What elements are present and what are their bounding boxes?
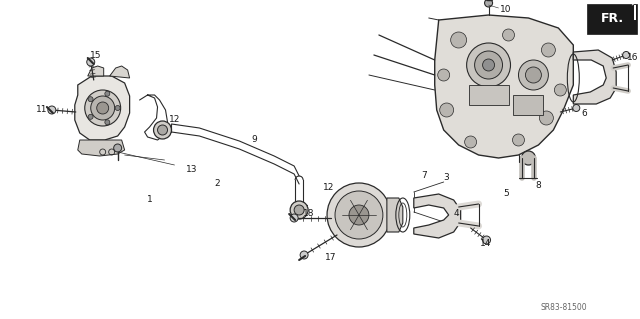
Circle shape <box>114 144 122 152</box>
Text: 13: 13 <box>186 166 197 174</box>
Circle shape <box>91 96 115 120</box>
Text: 10: 10 <box>500 5 511 14</box>
Polygon shape <box>513 95 543 115</box>
Circle shape <box>513 134 524 146</box>
Polygon shape <box>468 85 509 105</box>
Text: SR83-81500: SR83-81500 <box>540 303 587 313</box>
Circle shape <box>157 125 168 135</box>
Text: 3: 3 <box>443 174 449 182</box>
Polygon shape <box>78 140 125 156</box>
Circle shape <box>105 120 110 125</box>
Circle shape <box>290 214 298 222</box>
Circle shape <box>349 205 369 225</box>
Text: 1: 1 <box>147 196 152 204</box>
Circle shape <box>623 51 630 58</box>
Text: 16: 16 <box>627 54 639 63</box>
Circle shape <box>87 58 95 66</box>
Polygon shape <box>573 50 616 104</box>
Circle shape <box>554 84 566 96</box>
Circle shape <box>573 105 580 112</box>
Polygon shape <box>435 15 573 158</box>
Polygon shape <box>109 66 130 78</box>
Circle shape <box>484 0 493 7</box>
Circle shape <box>327 183 391 247</box>
Text: 7: 7 <box>421 170 427 180</box>
Circle shape <box>518 60 548 90</box>
Text: 8: 8 <box>536 181 541 189</box>
Circle shape <box>88 114 93 119</box>
Polygon shape <box>414 194 461 238</box>
Text: 4: 4 <box>454 209 460 218</box>
Circle shape <box>88 97 93 102</box>
Circle shape <box>300 251 308 259</box>
Circle shape <box>440 103 454 117</box>
Text: 17: 17 <box>325 254 337 263</box>
Polygon shape <box>75 76 130 140</box>
Circle shape <box>522 151 536 165</box>
Circle shape <box>294 205 304 215</box>
Polygon shape <box>387 198 403 232</box>
Circle shape <box>475 51 502 79</box>
Circle shape <box>290 201 308 219</box>
Circle shape <box>97 102 109 114</box>
Text: 6: 6 <box>581 108 587 117</box>
Text: 18: 18 <box>303 209 315 218</box>
Circle shape <box>467 43 511 87</box>
Text: FR.: FR. <box>600 12 624 26</box>
Circle shape <box>451 32 467 48</box>
Text: 12: 12 <box>169 115 180 124</box>
Circle shape <box>105 91 110 96</box>
Circle shape <box>465 136 477 148</box>
Text: 12: 12 <box>323 183 335 192</box>
Circle shape <box>84 90 121 126</box>
Text: 5: 5 <box>504 189 509 197</box>
Circle shape <box>525 67 541 83</box>
Circle shape <box>438 69 450 81</box>
Text: 15: 15 <box>90 50 102 60</box>
FancyBboxPatch shape <box>588 4 637 34</box>
Circle shape <box>540 111 554 125</box>
Circle shape <box>502 29 515 41</box>
Text: 14: 14 <box>480 239 492 248</box>
Polygon shape <box>634 5 636 20</box>
Text: 9: 9 <box>252 136 257 145</box>
Text: 11: 11 <box>36 106 47 115</box>
Circle shape <box>541 43 556 57</box>
Text: 2: 2 <box>214 179 220 188</box>
Circle shape <box>483 59 495 71</box>
Circle shape <box>483 236 490 244</box>
Circle shape <box>335 191 383 239</box>
Circle shape <box>115 106 120 110</box>
Circle shape <box>154 121 172 139</box>
Circle shape <box>48 106 56 114</box>
Polygon shape <box>88 66 104 76</box>
